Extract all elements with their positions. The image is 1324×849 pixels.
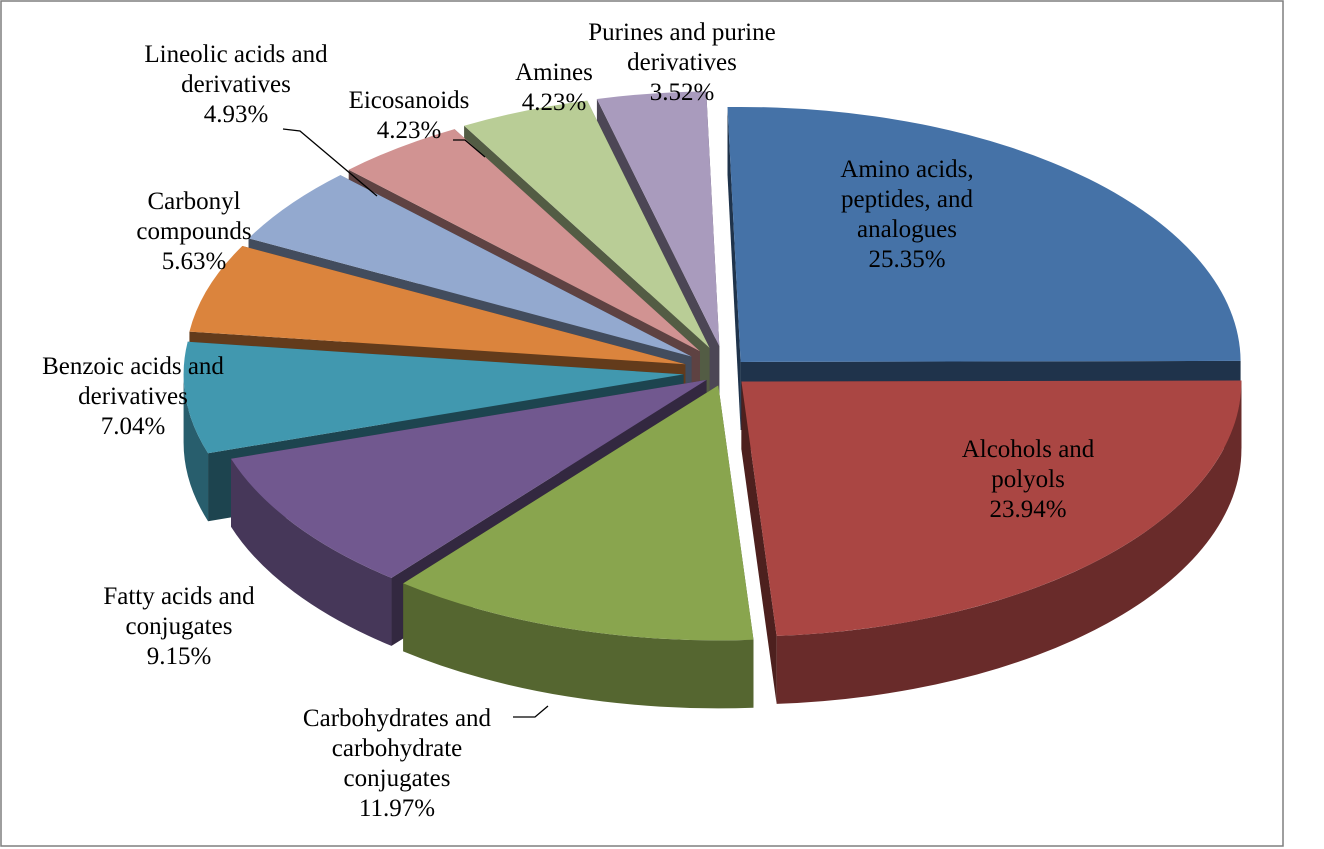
data-label-value: 25.35% [868, 246, 945, 273]
data-label-text: derivatives [78, 383, 188, 410]
data-label-text: derivatives [627, 49, 737, 76]
pie-slice-2 [403, 385, 754, 709]
slice-outer-wall [403, 583, 754, 709]
slice-top-face [403, 385, 754, 641]
slice-top-face [231, 379, 707, 578]
data-label-text: Carbohydrates and [303, 705, 492, 732]
data-label-text: carbohydrate [332, 735, 462, 762]
data-label-text: Alcohols and [962, 436, 1095, 463]
slice-top-face [596, 91, 720, 347]
data-label-text: Eicosanoids [349, 87, 470, 114]
data-label-value: 23.94% [989, 496, 1066, 523]
data-label-text: derivatives [181, 71, 291, 98]
slice-top-face [727, 106, 1241, 362]
data-label-text: analogues [857, 216, 957, 243]
data-label-3: Fatty acids and conjugates 9.15% [103, 583, 255, 670]
leader-line-7 [453, 139, 486, 158]
slice-side-wall [727, 107, 741, 430]
leader-line-2 [513, 705, 549, 718]
slice-top-face [183, 341, 684, 454]
data-label-value: 7.04% [101, 413, 166, 440]
data-label-text: Fatty acids and [103, 583, 255, 610]
slice-top-face [464, 100, 710, 348]
data-label-text: Lineolic acids and [144, 41, 328, 68]
data-label-value: 3.52% [650, 79, 715, 106]
data-label-7: Eicosanoids 4.23% [349, 87, 470, 144]
slice-outer-wall [183, 374, 209, 522]
data-label-1: Alcohols and polyols 23.94% [962, 436, 1095, 523]
data-label-8: Amines 4.23% [515, 59, 593, 116]
data-label-text: polyols [991, 466, 1065, 493]
data-label-0: Amino acids, peptides, and analogues 25.35% [840, 156, 973, 273]
data-label-9: Purines and purine derivatives 3.52% [588, 19, 775, 106]
data-label-text: Benzoic acids and [42, 353, 224, 380]
slices-layer [183, 91, 1242, 709]
data-label-text: Amines [515, 59, 593, 86]
slice-top-face [189, 245, 686, 365]
data-label-value: 11.97% [359, 795, 435, 822]
data-label-text: compounds [136, 218, 251, 245]
slice-top-face [741, 380, 1242, 636]
data-label-text: Carbonyl [147, 188, 240, 215]
data-label-5: Carbonyl compounds 5.63% [136, 188, 251, 275]
data-label-text: Amino acids, [840, 156, 973, 183]
data-label-6: Lineolic acids and derivatives 4.93% [144, 41, 328, 128]
slice-top-face [348, 129, 700, 352]
data-label-text: Purines and purine [588, 19, 775, 46]
leader-lines [282, 128, 549, 718]
slice-side-wall [741, 381, 777, 704]
slice-outer-wall [776, 381, 1242, 704]
data-label-value: 4.23% [377, 117, 442, 144]
data-label-text: conjugates [126, 613, 233, 640]
data-label-4: Benzoic acids and derivatives 7.04% [42, 353, 224, 440]
data-label-text: conjugates [344, 765, 451, 792]
data-label-text: peptides, and [841, 186, 973, 213]
slice-top-face [248, 175, 692, 357]
data-label-2: Carbohydrates and carbohydrate conjugates 1… [303, 705, 492, 822]
data-label-value: 4.23% [522, 89, 587, 116]
slice-outer-wall [231, 458, 392, 646]
data-labels: Amino acids, peptides, and analogues 25.35%… [42, 19, 1095, 822]
data-label-value: 4.93% [204, 101, 269, 128]
data-label-value: 5.63% [162, 248, 227, 275]
leader-line-6 [282, 128, 378, 197]
pie-slice-1 [741, 380, 1242, 704]
data-label-value: 9.15% [147, 643, 212, 670]
